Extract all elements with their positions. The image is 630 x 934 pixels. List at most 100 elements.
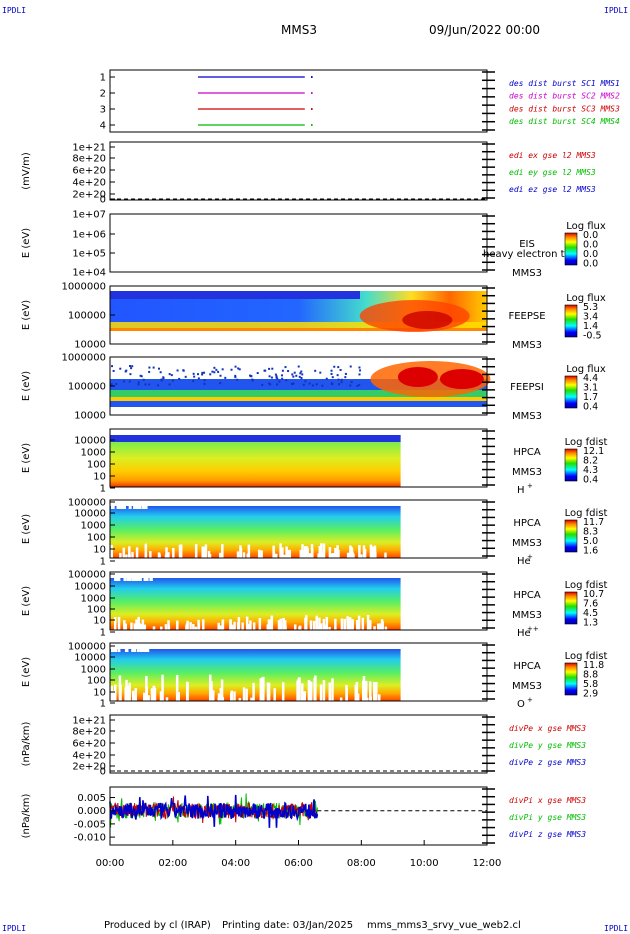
y-tick-label: 4e+20 <box>72 751 106 762</box>
panel-frame <box>109 642 488 702</box>
burst-dot <box>311 108 313 110</box>
feepsi-speckle <box>278 380 281 383</box>
hpca-gap <box>201 546 204 558</box>
hpca-gap <box>233 691 236 701</box>
hpca-gap <box>346 552 350 558</box>
feepsi-speckle <box>234 365 237 368</box>
feepsi-speckle <box>234 376 237 379</box>
instrument-label: HPCA <box>513 590 541 601</box>
hpca-top-gap <box>113 649 117 652</box>
hpca-gap <box>356 693 360 701</box>
hpca-top-gap <box>143 649 147 652</box>
colorbar-value: 5.8 <box>583 679 598 690</box>
feepsi-speckle <box>251 379 254 382</box>
hpca-gap <box>331 552 335 558</box>
hpca-gap <box>274 553 278 558</box>
colorbar-value: 12.1 <box>583 446 604 457</box>
feepsi-speckle <box>281 377 284 380</box>
panel-frame <box>109 69 488 133</box>
hpca-gap <box>242 552 246 558</box>
hpca-gap <box>371 546 375 558</box>
y-tick-label: 0 <box>100 195 106 206</box>
hpca-gap <box>135 547 139 558</box>
y-tick-label: 4 <box>100 121 106 132</box>
hpca-gap <box>303 550 306 558</box>
panel-frame <box>109 428 488 488</box>
hpca-gap <box>257 549 261 558</box>
y-axis-label: (nPa/km) <box>21 722 32 767</box>
feepsi-speckle <box>130 367 133 370</box>
colorbar-value: 7.6 <box>583 599 598 610</box>
colorbar-value: 1.3 <box>583 618 598 629</box>
colorbar-title: Log fdist <box>565 580 608 591</box>
feepsi-speckle <box>256 372 259 375</box>
hpca-gap <box>346 616 349 630</box>
panel-burst-availability: 1 2 3 4 des dist burst SC1 MMS1 des dist burs… <box>100 69 620 133</box>
feepsi-speckle <box>115 383 118 386</box>
spacecraft-label: MMS3 <box>512 411 542 422</box>
hpca-gap <box>352 553 355 558</box>
hpca-top-gap <box>145 578 149 581</box>
colorbar-value: 0.0 <box>583 259 598 270</box>
feepsi-speckle <box>344 376 347 379</box>
colorbar-title: Log fdist <box>565 651 608 662</box>
feepsi-speckle <box>140 375 143 378</box>
hpca-gap <box>131 690 135 701</box>
hpca-gap <box>366 697 369 701</box>
hpca-gap <box>131 551 134 558</box>
y-tick-label: 1000 <box>81 521 106 532</box>
spacecraft-label: MMS3 <box>512 538 542 549</box>
y-axis-label: E (eV) <box>21 443 32 473</box>
hpca-gap <box>348 619 351 630</box>
legend-entry: des dist burst SC2 MMS2 <box>509 92 620 101</box>
colorbar-value: 5.3 <box>583 302 598 313</box>
hpca-gap <box>144 543 148 558</box>
hpca-gap <box>364 680 368 701</box>
hpca-gap <box>237 617 241 630</box>
hpca-gap <box>378 694 381 701</box>
hpca-gap <box>318 617 321 630</box>
charge-label: + <box>527 482 533 490</box>
feepsi-speckle <box>125 369 128 372</box>
feepsi-speckle <box>236 378 239 381</box>
hpca-gap <box>309 681 313 701</box>
feepsi-speckle <box>182 369 185 372</box>
feepsi-speckle <box>281 369 284 372</box>
feepse-core <box>402 311 453 329</box>
hpca-gap <box>143 624 147 630</box>
hpca-top-gap <box>131 578 135 581</box>
colorbar-value: 1.7 <box>583 392 598 403</box>
hpca-gap <box>167 625 171 630</box>
feepsi-speckle <box>209 373 212 376</box>
instrument-label: HPCA <box>513 661 541 672</box>
hpca-gap <box>312 620 316 630</box>
hpca-gap <box>273 688 276 701</box>
feepsi-speckle <box>219 382 222 385</box>
y-tick-label: 100 <box>87 533 106 544</box>
hpca-gap <box>319 623 323 630</box>
hpca-gap <box>373 626 376 630</box>
feepsi-speckle <box>271 367 274 370</box>
y-tick-label: 100 <box>87 605 106 616</box>
hpca-gap <box>194 543 198 558</box>
feepsi-speckle <box>268 367 271 370</box>
hpca-gap <box>277 620 281 630</box>
hpca-gap <box>307 679 311 701</box>
feepsi-speckle <box>137 381 140 384</box>
hpca-gap <box>267 682 271 701</box>
feepsi-speckle <box>148 383 151 386</box>
hpca-gap <box>369 544 373 558</box>
feepsi-speckle <box>340 381 343 384</box>
hpca-gap <box>336 545 339 558</box>
hpca-gap <box>229 619 232 630</box>
hpca-gap <box>384 626 388 630</box>
feepsi-speckle <box>275 376 278 379</box>
y-tick-label: 1 <box>100 73 106 84</box>
hpca-top-gap <box>114 578 118 581</box>
hpca-gap <box>175 674 179 701</box>
hpca-gap <box>239 545 242 558</box>
hpca-top-gap <box>143 578 147 581</box>
hpca-gap <box>186 620 189 630</box>
